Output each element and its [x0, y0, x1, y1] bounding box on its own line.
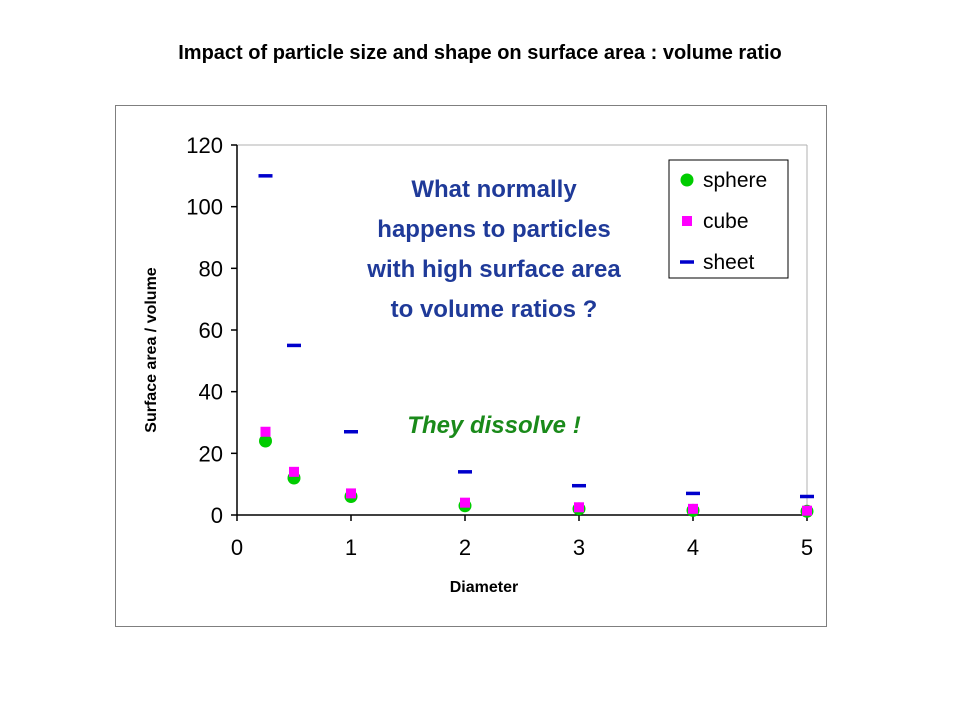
scatter-chart: 0 20 40 60 80 100 120 0 1 2 3 4 5 Diameter Surface a… — [143, 133, 814, 596]
y-tick-label: 60 — [199, 318, 223, 343]
y-tick-label: 100 — [186, 195, 223, 220]
legend-label-sheet: sheet — [703, 251, 755, 274]
legend-marker-cube — [682, 216, 692, 226]
legend-marker-sphere — [680, 173, 694, 187]
data-marks — [258, 174, 814, 518]
cube-point — [460, 497, 470, 508]
x-tick-label: 4 — [687, 535, 699, 560]
legend-marker-sheet — [680, 260, 694, 264]
sphere-point — [259, 434, 272, 448]
tick-labels: 0 20 40 60 80 100 120 0 1 2 3 4 5 — [186, 133, 813, 560]
y-tick-label: 120 — [186, 133, 223, 158]
sheet-point — [686, 491, 700, 496]
x-tick-label: 1 — [345, 535, 357, 560]
series-cube — [260, 426, 812, 516]
y-tick-label: 0 — [211, 503, 223, 528]
cube-point — [346, 488, 356, 499]
y-tick-label: 40 — [199, 380, 223, 405]
sheet-point — [287, 343, 301, 348]
legend-label-sphere: sphere — [703, 169, 767, 192]
sheet-point — [800, 494, 814, 499]
sheet-point — [344, 430, 358, 434]
x-tick-label: 3 — [573, 535, 585, 560]
legend-label-cube: cube — [703, 210, 749, 233]
cube-point — [260, 426, 271, 437]
cube-point — [802, 505, 812, 516]
sheet-point — [458, 470, 472, 474]
sheet-point — [572, 483, 586, 488]
cube-point — [688, 503, 698, 514]
legend: sphere cube sheet — [668, 159, 789, 279]
series-sheet — [258, 174, 814, 499]
y-axis-title: Surface area / volume — [143, 267, 160, 433]
y-tick-label: 20 — [199, 441, 223, 466]
question-annotation: What normally happens to particles with … — [367, 176, 621, 323]
cube-point — [289, 466, 299, 477]
answer-annotation: They dissolve ! — [407, 412, 581, 439]
x-tick-label: 5 — [801, 535, 813, 560]
slide-title: Impact of particle size and shape on sur… — [178, 42, 782, 64]
axes — [231, 144, 808, 521]
chart-area: 0 20 40 60 80 100 120 0 1 2 3 4 5 Diameter Surface a… — [115, 105, 827, 627]
x-tick-label: 2 — [459, 535, 471, 560]
sheet-point — [258, 174, 273, 178]
y-tick-label: 80 — [199, 256, 223, 281]
x-axis-title: Diameter — [450, 579, 518, 596]
cube-point — [574, 502, 584, 513]
x-tick-label: 0 — [231, 535, 243, 560]
series-sphere — [259, 434, 814, 518]
